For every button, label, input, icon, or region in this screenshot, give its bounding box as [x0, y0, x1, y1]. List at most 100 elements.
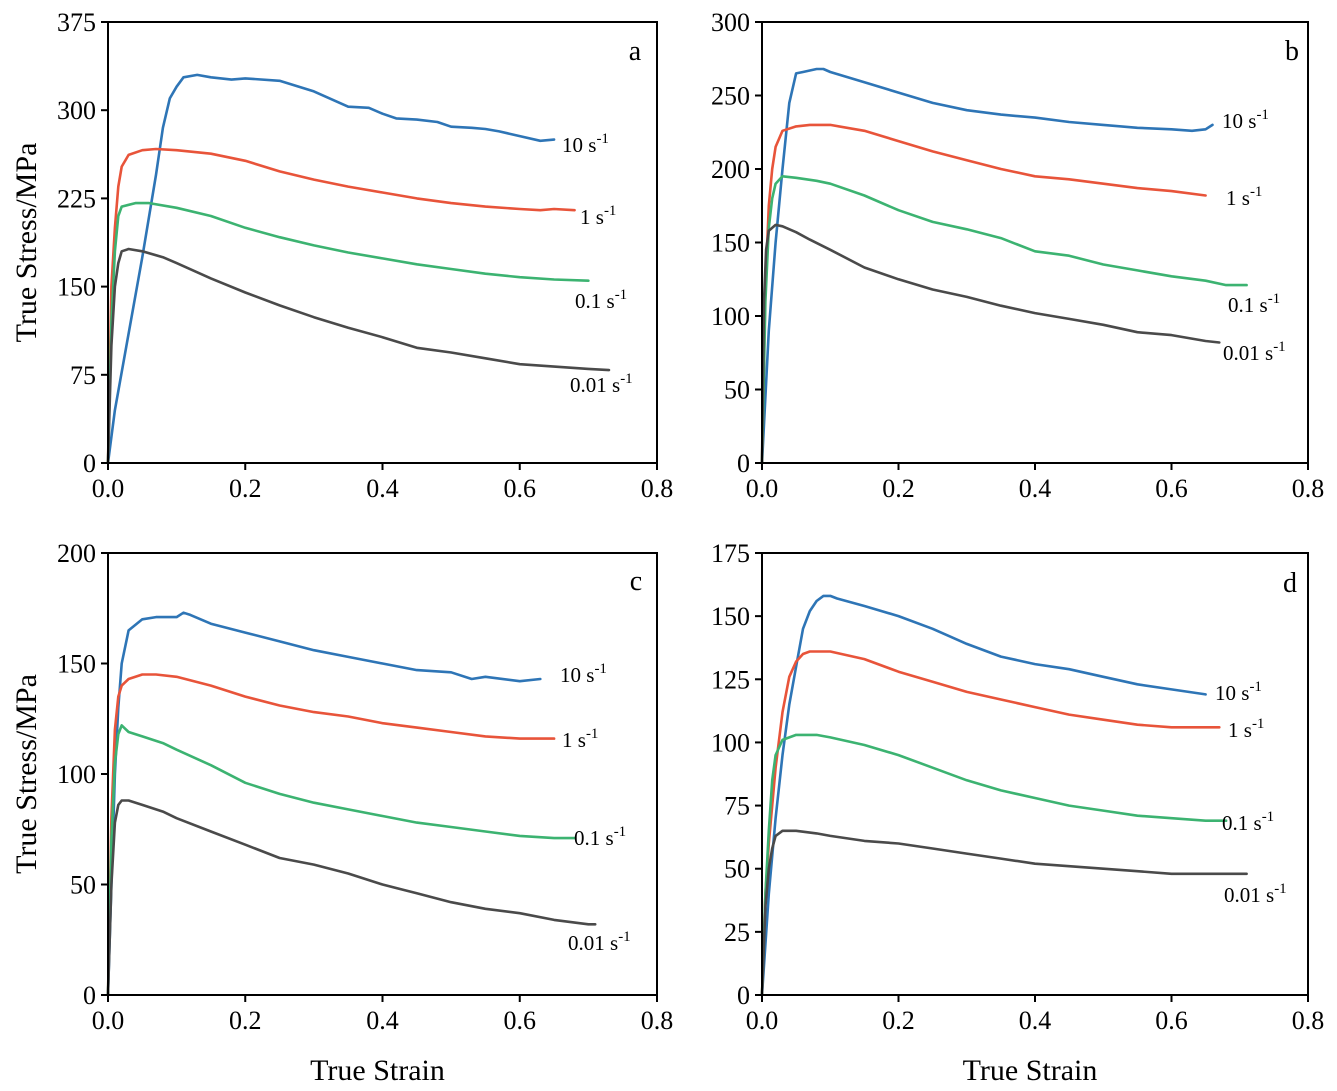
series-line-0.1-s-1 [760, 175, 1248, 465]
series-label: 0.1 s-1 [575, 287, 627, 313]
y-tick-label: 150 [57, 273, 96, 302]
series-label-main: 0.01 s [568, 931, 618, 955]
y-tick-label: 125 [711, 665, 750, 694]
series-label-exponent: -1 [1273, 339, 1286, 355]
y-tick-label: 50 [724, 376, 750, 405]
series-label-main: 1 s [1226, 186, 1250, 210]
x-tick-label: 0.4 [1019, 1006, 1052, 1035]
series-label-main: 1 s [580, 205, 604, 229]
series-line-0.1-s-1 [106, 201, 590, 465]
series-label-exponent: -1 [1256, 107, 1269, 123]
series-label: 1 s-1 [1228, 716, 1264, 742]
series-label-exponent: -1 [615, 287, 628, 303]
y-tick-label: 375 [57, 8, 96, 37]
x-tick-label: 0.0 [92, 474, 125, 503]
x-tick-label: 0.8 [641, 474, 674, 503]
series-label-main: 0.01 s [570, 373, 620, 397]
series-label-exponent: -1 [1252, 716, 1265, 732]
series-label-exponent: -1 [614, 824, 627, 840]
series-line-10-s-1 [760, 67, 1214, 465]
x-tick-label: 0.6 [504, 1006, 537, 1035]
x-tick-label: 0.6 [1155, 474, 1188, 503]
series-label-exponent: -1 [1274, 881, 1287, 897]
series-label: 10 s-1 [1222, 107, 1269, 133]
y-tick-label: 250 [711, 82, 750, 111]
y-tick-label: 200 [711, 155, 750, 184]
plot-frame [761, 21, 1309, 464]
series-line-1-s-1 [106, 673, 556, 997]
series-label-exponent: -1 [620, 371, 633, 387]
x-tick-label: 0.6 [1155, 1006, 1188, 1035]
x-tick-label: 0.6 [504, 474, 537, 503]
series-label: 0.1 s-1 [574, 824, 626, 850]
series-label-main: 10 s [560, 663, 594, 687]
series-line-0.01-s-1 [760, 223, 1221, 465]
panel-label: c [630, 566, 642, 597]
series-label-exponent: -1 [604, 203, 617, 219]
y-tick-label: 0 [83, 449, 96, 478]
series-line-0.1-s-1 [760, 733, 1228, 997]
series-label: 1 s-1 [1226, 184, 1262, 210]
x-tick-label: 0.2 [229, 474, 262, 503]
series-line-10-s-1 [106, 611, 542, 997]
series-line-1-s-1 [760, 650, 1221, 997]
x-tick-label: 0.0 [746, 1006, 779, 1035]
y-tick-label: 100 [711, 302, 750, 331]
series-line-0.01-s-1 [106, 247, 611, 465]
series-label-exponent: -1 [618, 929, 631, 945]
y-tick-label: 100 [711, 728, 750, 757]
series-label-main: 10 s [1215, 681, 1249, 705]
y-tick-label: 225 [57, 184, 96, 213]
series-label-main: 0.1 s [575, 289, 615, 313]
x-tick-label: 0.2 [882, 474, 915, 503]
series-label-exponent: -1 [596, 131, 609, 147]
x-tick-label: 0.8 [641, 1006, 674, 1035]
series-label: 10 s-1 [1215, 679, 1262, 705]
y-tick-label: 300 [57, 96, 96, 125]
series-label: 10 s-1 [562, 131, 609, 157]
series-label-main: 1 s [562, 728, 586, 752]
panel-label: a [629, 36, 642, 67]
x-tick-label: 0.0 [746, 474, 779, 503]
x-tick-label: 0.2 [882, 1006, 915, 1035]
y-tick-label: 150 [711, 229, 750, 258]
y-axis-title: True Stress/MPa [10, 143, 43, 343]
series-label-exponent: -1 [1249, 679, 1262, 695]
y-tick-label: 150 [711, 602, 750, 631]
series-label-main: 0.01 s [1223, 341, 1273, 365]
y-tick-label: 300 [711, 8, 750, 37]
series-label-exponent: -1 [1268, 291, 1281, 307]
plot-frame [761, 552, 1309, 996]
series-label: 0.01 s-1 [1223, 339, 1286, 365]
series-label-exponent: -1 [594, 661, 607, 677]
y-tick-label: 25 [724, 918, 750, 947]
series-label-exponent: -1 [586, 726, 599, 742]
x-tick-label: 0.2 [229, 1006, 262, 1035]
x-tick-label: 0.8 [1292, 1006, 1325, 1035]
y-tick-label: 0 [737, 449, 750, 478]
series-label: 0.1 s-1 [1228, 291, 1280, 317]
x-axis-title: True Strain [310, 1054, 445, 1087]
series-label-main: 10 s [562, 133, 596, 157]
series-line-0.1-s-1 [106, 724, 576, 997]
series-label-main: 0.1 s [574, 826, 614, 850]
series-label-exponent: -1 [1250, 184, 1263, 200]
y-tick-label: 0 [737, 981, 750, 1010]
y-tick-label: 0 [83, 981, 96, 1010]
y-tick-label: 200 [57, 539, 96, 568]
y-tick-label: 50 [70, 871, 96, 900]
x-tick-label: 0.4 [366, 1006, 399, 1035]
series-line-10-s-1 [760, 594, 1207, 997]
series-label-main: 0.1 s [1228, 293, 1268, 317]
y-axis-title: True Stress/MPa [10, 674, 43, 874]
y-tick-label: 150 [57, 650, 96, 679]
y-tick-label: 75 [70, 361, 96, 390]
series-label: 1 s-1 [580, 203, 616, 229]
series-line-0.01-s-1 [106, 799, 597, 997]
x-tick-label: 0.4 [366, 474, 399, 503]
